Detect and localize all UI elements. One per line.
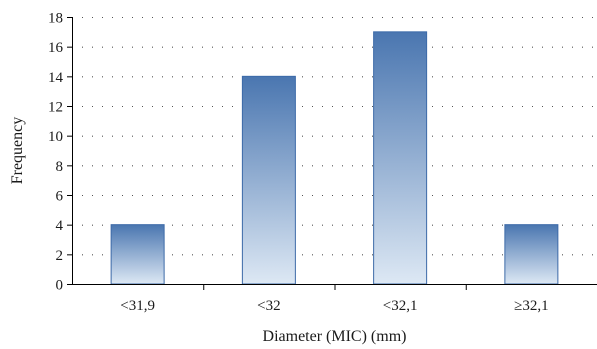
x-tick-label-2: <32,1 <box>383 298 418 314</box>
y-tick-label-16: 16 <box>48 40 64 56</box>
y-tick-label-18: 18 <box>48 11 63 27</box>
bars <box>110 31 559 285</box>
bar-3 <box>504 224 559 285</box>
y-tick-label-10: 10 <box>48 129 63 145</box>
x-tick-label-0: <31,9 <box>120 298 155 314</box>
bar-0 <box>110 224 165 285</box>
bar-2 <box>373 31 428 285</box>
gridlines <box>72 16 597 256</box>
y-tick-label-12: 12 <box>48 100 63 116</box>
y-axis-title: Frequency <box>9 117 26 185</box>
y-tick-label-4: 4 <box>56 218 64 234</box>
x-tick-label-3: ≥32,1 <box>514 298 548 314</box>
axes <box>67 17 597 290</box>
y-tick-label-0: 0 <box>56 278 64 294</box>
y-tick-label-2: 2 <box>56 248 64 264</box>
bar-1 <box>241 75 296 285</box>
x-axis-title: Diameter (MIC) (mm) <box>263 328 407 345</box>
x-tick-label-1: <32 <box>257 298 280 314</box>
y-tick-label-6: 6 <box>56 189 64 205</box>
tick-labels: 0 2 4 6 8 10 12 14 16 18 <31,9 <32 <32,1 ≥32,1 <box>48 11 549 315</box>
y-tick-label-8: 8 <box>56 159 64 175</box>
y-tick-label-14: 14 <box>48 70 64 86</box>
